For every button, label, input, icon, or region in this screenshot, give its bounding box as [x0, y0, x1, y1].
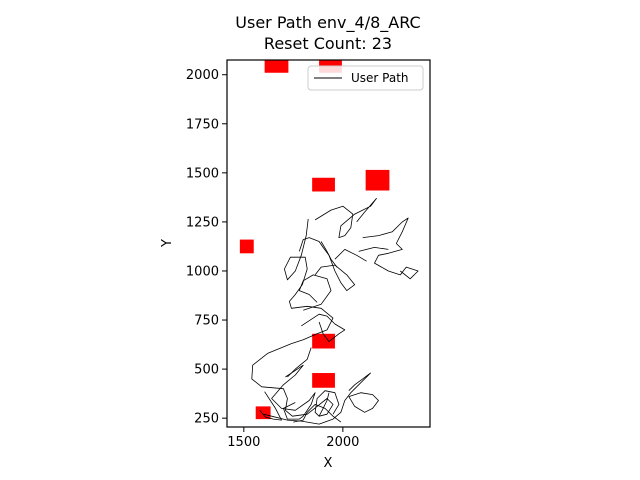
- chart-subtitle: Reset Count: 23: [264, 34, 392, 53]
- x-axis-ticks: 1500 2000: [227, 427, 359, 450]
- obstacle-4: [312, 333, 335, 349]
- y-axis-ticks: 250 500 750 1000 1250 1500 1750 2000: [186, 68, 227, 427]
- user-path-segment-11: [334, 248, 367, 262]
- y-axis-label: Y: [160, 239, 175, 248]
- chart-title: User Path env_4/8_ARC: [235, 13, 420, 33]
- plot-frame: [226, 59, 431, 428]
- y-tick-label-250: 250: [194, 412, 219, 427]
- obstacle-7: [365, 169, 390, 191]
- x-tick-label-1500: 1500: [227, 435, 260, 450]
- user-path-segment-7: [301, 313, 346, 343]
- user-path-segment-15: [318, 392, 330, 417]
- obstacle-2: [264, 60, 289, 73]
- user-path-segment-12: [263, 372, 372, 425]
- user-path-segment-1: [259, 391, 282, 421]
- user-path-segment-10: [358, 246, 389, 252]
- obstacle-1: [255, 406, 271, 420]
- user-path-segment-3: [287, 347, 312, 378]
- legend: User Path: [307, 65, 424, 91]
- obstacle-3: [312, 177, 335, 192]
- plot-area: [226, 59, 431, 428]
- user-path-segment-6: [320, 241, 338, 268]
- y-tick-label-500: 500: [194, 363, 219, 378]
- y-tick-label-1250: 1250: [186, 215, 219, 230]
- y-tick-label-2000: 2000: [186, 68, 219, 83]
- user-path-segment-13: [348, 392, 379, 413]
- user-path-segment-8: [314, 197, 377, 239]
- user-path-segment-9: [362, 217, 419, 280]
- y-tick-label-1500: 1500: [186, 166, 219, 181]
- user-path-segment-4: [298, 274, 332, 311]
- x-axis-label: X: [324, 456, 333, 471]
- obstacle-5: [312, 373, 335, 388]
- legend-box: [307, 65, 424, 91]
- obstacle-0: [239, 239, 254, 254]
- x-tick-label-2000: 2000: [326, 435, 359, 450]
- y-tick-label-1750: 1750: [186, 117, 219, 132]
- y-tick-label-1000: 1000: [186, 264, 219, 279]
- user-path-series: [251, 197, 419, 425]
- y-tick-label-750: 750: [194, 314, 219, 329]
- user-path-segment-14: [293, 403, 342, 423]
- user-path-segment-2: [271, 364, 316, 420]
- legend-label-user-path: User Path: [351, 71, 409, 85]
- obstacles-layer: [239, 60, 390, 420]
- user-path-segment-0: [251, 218, 340, 417]
